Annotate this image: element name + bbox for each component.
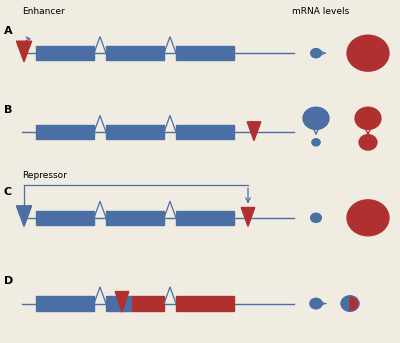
Polygon shape	[341, 296, 350, 311]
Bar	[36, 211, 94, 225]
Text: D: D	[4, 276, 13, 286]
Text: C: C	[4, 187, 12, 197]
Circle shape	[311, 49, 321, 58]
Polygon shape	[115, 292, 129, 312]
Bar	[36, 296, 94, 311]
Bar	[176, 296, 234, 311]
Polygon shape	[350, 296, 359, 311]
Polygon shape	[241, 208, 255, 226]
Text: B: B	[4, 105, 12, 115]
Bar	[176, 46, 234, 60]
Bar	[106, 46, 164, 60]
Bar	[106, 125, 164, 139]
Polygon shape	[16, 206, 32, 226]
Text: mRNA levels: mRNA levels	[292, 7, 349, 16]
Bar	[36, 125, 94, 139]
Text: Repressor: Repressor	[22, 172, 67, 180]
Text: A: A	[4, 26, 13, 36]
Bar	[176, 211, 234, 225]
Bar	[106, 211, 164, 225]
Circle shape	[347, 200, 389, 236]
Polygon shape	[247, 122, 261, 141]
Polygon shape	[16, 41, 32, 62]
Bar	[106, 296, 132, 311]
Bar	[176, 125, 234, 139]
Circle shape	[303, 107, 329, 129]
Circle shape	[311, 213, 321, 222]
Circle shape	[355, 107, 381, 129]
Circle shape	[359, 135, 377, 150]
Circle shape	[312, 139, 320, 146]
Bar	[132, 296, 164, 311]
Text: Enhancer: Enhancer	[22, 7, 65, 16]
Bar	[36, 46, 94, 60]
Circle shape	[310, 298, 322, 309]
Circle shape	[347, 35, 389, 71]
